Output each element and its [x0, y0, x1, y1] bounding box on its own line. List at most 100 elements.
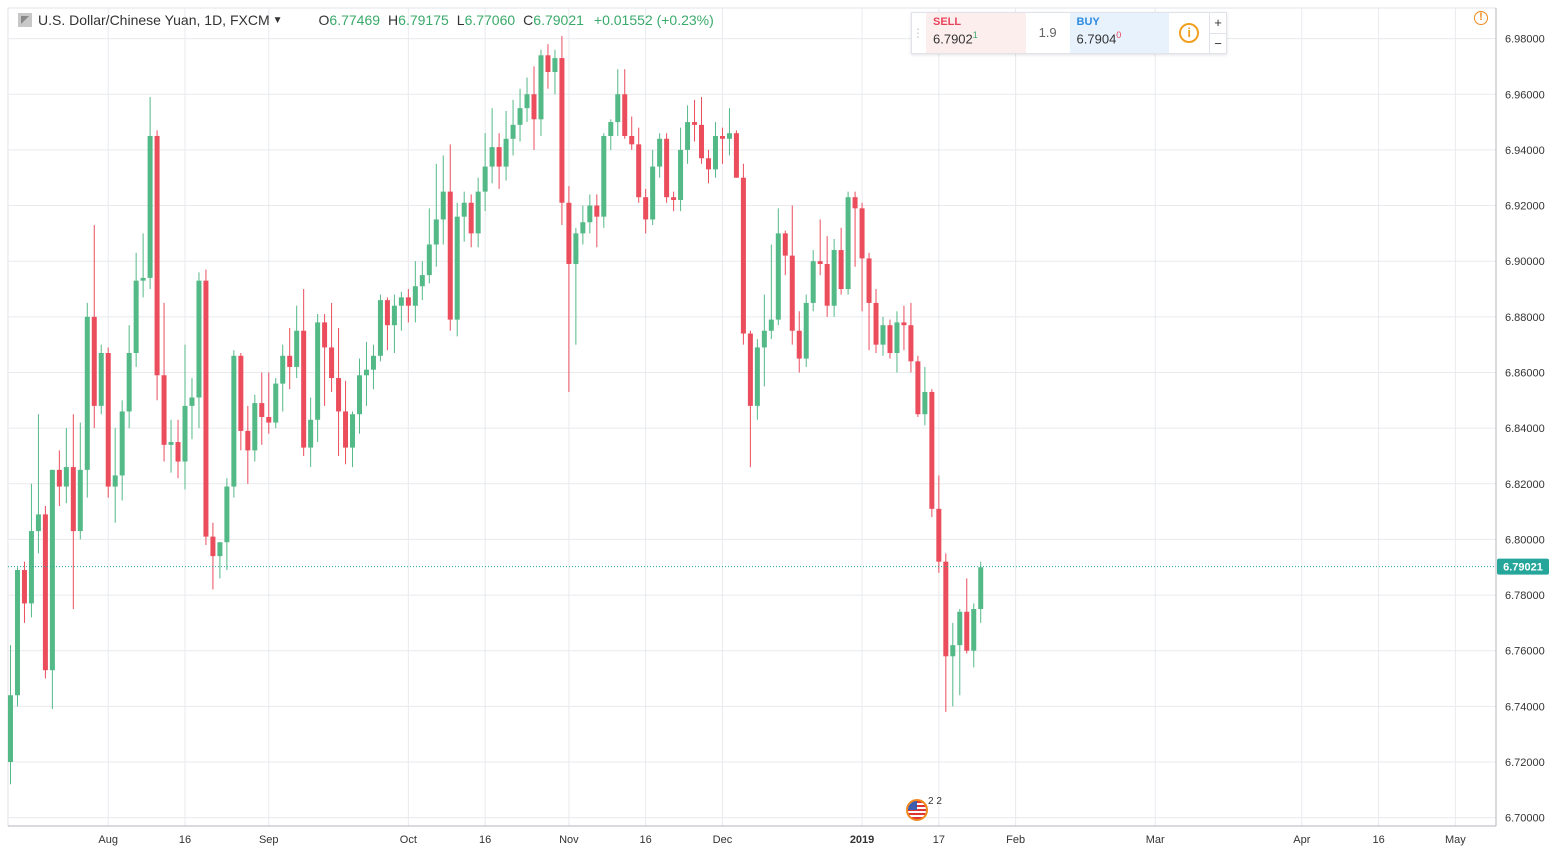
candle — [154, 130, 160, 401]
candle-body — [126, 353, 132, 412]
candle-body — [343, 411, 349, 448]
price-axis[interactable]: 6.70000 6.72000 6.74000 6.76000 6.78000 6.800… — [1505, 34, 1545, 825]
info-button[interactable]: i — [1169, 13, 1209, 53]
candle — [601, 133, 607, 228]
candle — [915, 355, 921, 417]
candle-body — [154, 135, 160, 376]
candle-body — [56, 469, 62, 487]
candle — [252, 394, 258, 462]
time-tick-label: May — [1445, 834, 1466, 846]
candle-body — [252, 403, 258, 451]
candle-body — [622, 94, 628, 136]
symbol-title[interactable]: U.S. Dollar/Chinese Yuan, 1D, FXCM — [38, 12, 270, 28]
candle — [775, 208, 781, 326]
candle — [964, 578, 970, 654]
candle — [126, 325, 132, 429]
candle-body — [775, 233, 781, 320]
candle — [580, 205, 586, 245]
candle-body — [692, 122, 698, 125]
candle-body — [161, 375, 167, 445]
candle — [559, 35, 565, 226]
candle — [231, 350, 237, 498]
candle-body — [91, 316, 97, 406]
change-value: +0.01552 (+0.23%) — [593, 12, 714, 28]
economic-event-marker[interactable]: 2 2 — [904, 796, 942, 821]
quantity-plus-button[interactable]: + — [1214, 15, 1222, 30]
candle-body — [119, 411, 125, 476]
candle — [105, 347, 111, 498]
price-tick-label: 6.90000 — [1505, 256, 1545, 268]
candle-body — [475, 191, 481, 234]
candle — [517, 88, 523, 142]
chevron-down-icon[interactable]: ▼ — [272, 14, 283, 26]
candle — [322, 314, 328, 406]
candle-body — [63, 467, 69, 487]
candle-body — [35, 514, 41, 532]
candle — [622, 69, 628, 139]
warning-icon[interactable]: ! — [1474, 11, 1488, 25]
candle-body — [405, 297, 411, 306]
candle-body — [852, 197, 858, 209]
candle — [796, 311, 802, 373]
buy-button[interactable]: BUY 6.79040 — [1069, 13, 1170, 53]
price-tick-label: 6.72000 — [1505, 757, 1545, 769]
candle-body — [559, 58, 565, 203]
price-tick-label: 6.76000 — [1505, 646, 1545, 658]
candle — [266, 372, 272, 434]
time-tick-label: Dec — [713, 834, 733, 846]
time-tick-label: 16 — [640, 834, 652, 846]
candle-body — [943, 561, 949, 657]
candle-body — [789, 255, 795, 331]
candle-body — [84, 316, 90, 470]
candle — [978, 561, 984, 623]
candle — [524, 77, 530, 123]
price-tick-label: 6.94000 — [1505, 145, 1545, 157]
candle-body — [105, 353, 111, 487]
candle-body — [503, 138, 509, 167]
candle-body — [524, 94, 530, 109]
candle — [28, 483, 34, 618]
candle-body — [489, 147, 495, 167]
candle-body — [957, 611, 963, 646]
candle — [468, 194, 474, 248]
candle — [42, 506, 48, 679]
low-label: L — [456, 12, 465, 28]
candle — [308, 397, 314, 468]
time-tick-label: 2019 — [850, 834, 874, 846]
price-tick-label: 6.88000 — [1505, 312, 1545, 324]
candle — [398, 291, 404, 331]
candle — [482, 133, 488, 212]
candles — [8, 35, 984, 785]
candle — [280, 344, 286, 412]
candle-body — [517, 108, 523, 125]
sell-price-pip: 1 — [972, 30, 978, 40]
drag-handle-icon[interactable]: ⋮⋮ — [912, 26, 936, 40]
candle — [782, 230, 788, 276]
candle — [98, 344, 104, 415]
candle-body — [629, 135, 635, 145]
candle-body — [552, 58, 558, 72]
candle — [810, 250, 816, 312]
quantity-minus-button[interactable]: − — [1210, 32, 1227, 54]
candle-body — [357, 375, 362, 415]
candle — [196, 272, 202, 429]
candle-body — [42, 514, 48, 671]
candle — [363, 341, 369, 406]
candle-body — [545, 55, 551, 72]
candle — [224, 478, 230, 571]
candle-body — [978, 567, 984, 609]
candle-body — [315, 322, 321, 420]
candle-body — [426, 244, 432, 276]
sell-button[interactable]: SELL 6.79021 — [926, 13, 1026, 53]
time-axis[interactable]: Aug 16 Sep Oct 16 Nov 16 Dec 2019 17 Feb Mar Apr 16 Ma… — [98, 834, 1466, 846]
candle-body — [49, 469, 55, 671]
candle — [552, 49, 558, 95]
candle — [210, 522, 216, 590]
candle-body — [699, 124, 705, 159]
candle-body — [98, 353, 104, 406]
candle-body — [210, 536, 216, 557]
candle — [447, 144, 453, 331]
candle — [566, 186, 572, 392]
candle-body — [8, 695, 13, 763]
